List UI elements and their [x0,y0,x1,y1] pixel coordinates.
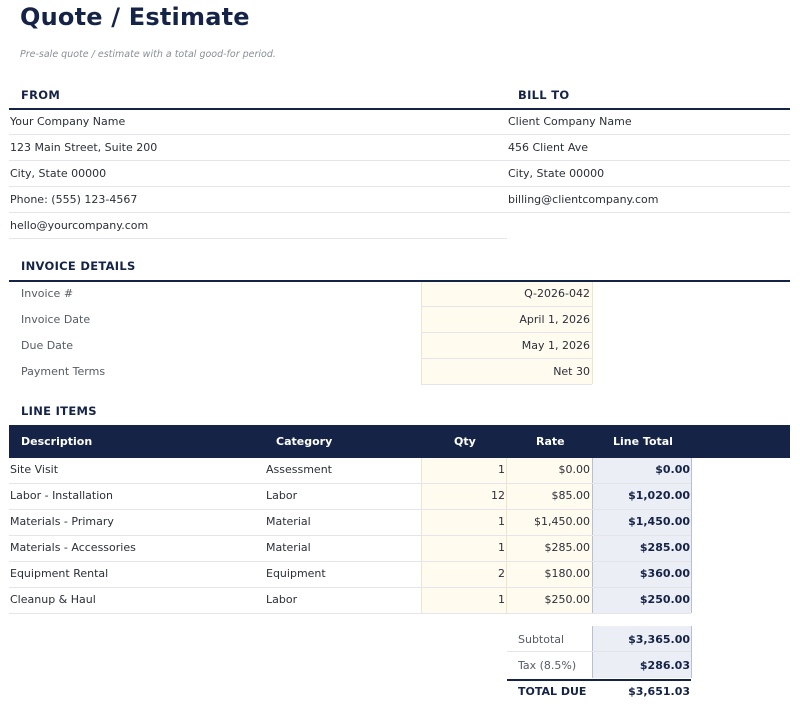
row-divider [9,238,507,239]
row-divider [9,134,507,135]
invoice-number-value[interactable]: Q-2026-042 [524,287,590,300]
item-rate[interactable]: $285.00 [544,541,591,554]
row-divider [9,561,691,562]
item-category[interactable]: Assessment [266,463,332,476]
row-divider [507,160,790,161]
page-title: Quote / Estimate [20,3,250,31]
total-divider [507,679,691,681]
item-description[interactable]: Materials - Accessories [10,541,136,554]
subtotal-label: Subtotal [518,633,565,646]
details-value-column [421,282,593,384]
item-rate[interactable]: $180.00 [544,567,591,580]
item-rate[interactable]: $85.00 [551,489,591,502]
bill-to-line: Client Company Name [508,115,632,128]
item-rate[interactable]: $1,450.00 [534,515,590,528]
from-line: Phone: (555) 123-4567 [10,193,138,206]
row-divider [421,358,592,359]
row-divider [9,587,691,588]
invoice-details-heading: INVOICE DETAILS [21,259,136,273]
bill-to-line: City, State 00000 [508,167,605,180]
row-divider [9,613,691,614]
from-line: 123 Main Street, Suite 200 [10,141,158,154]
column-header-qty: Qty [454,435,476,448]
bill-to-line: 456 Client Ave [508,141,588,154]
tax-label: Tax (8.5%) [518,659,577,672]
item-qty[interactable]: 1 [498,463,505,476]
invoice-date-value[interactable]: April 1, 2026 [519,313,590,326]
detail-label: Payment Terms [21,365,106,378]
bill-to-heading: BILL TO [518,88,570,102]
row-divider [421,384,592,385]
item-description[interactable]: Site Visit [10,463,59,476]
item-category[interactable]: Labor [266,593,298,606]
item-line-total: $1,020.00 [628,489,690,502]
item-qty[interactable]: 1 [498,515,505,528]
from-line: Your Company Name [10,115,126,128]
from-line: hello@yourcompany.com [10,219,149,232]
payment-terms-value[interactable]: Net 30 [553,365,590,378]
item-line-total: $250.00 [639,593,690,606]
row-divider [507,651,691,652]
tax-value: $286.03 [639,659,690,672]
row-divider [9,483,691,484]
details-divider [9,280,790,282]
from-line: City, State 00000 [10,167,107,180]
row-divider [9,160,507,161]
row-divider [421,332,592,333]
row-divider [9,509,691,510]
item-rate[interactable]: $250.00 [544,593,591,606]
item-category[interactable]: Labor [266,489,298,502]
row-divider [9,186,507,187]
detail-label: Due Date [21,339,73,352]
row-divider [507,134,790,135]
row-divider [421,306,592,307]
item-line-total: $1,450.00 [628,515,690,528]
page-subtitle: Pre-sale quote / estimate with a total g… [20,49,276,60]
column-header-category: Category [276,435,333,448]
item-line-total: $360.00 [639,567,690,580]
address-divider [9,108,790,110]
subtotal-value: $3,365.00 [628,633,690,646]
item-line-total: $0.00 [655,463,690,476]
item-qty[interactable]: 2 [498,567,505,580]
column-header-description: Description [21,435,93,448]
total-due-label: TOTAL DUE [518,685,587,698]
column-header-rate: Rate [536,435,565,448]
item-qty[interactable]: 1 [498,541,505,554]
row-divider [9,535,691,536]
item-description[interactable]: Equipment Rental [10,567,109,580]
item-line-total: $285.00 [639,541,690,554]
row-divider [507,186,790,187]
from-heading: FROM [21,88,61,102]
bill-to-line: billing@clientcompany.com [508,193,659,206]
item-qty[interactable]: 12 [491,489,505,502]
totals-value-column [592,626,692,678]
item-category[interactable]: Equipment [266,567,326,580]
total-due-value: $3,651.03 [628,685,690,698]
row-divider [507,212,790,213]
detail-label: Invoice # [21,287,74,300]
line-items-heading: LINE ITEMS [21,404,97,418]
line-items-header [9,425,790,458]
detail-label: Invoice Date [21,313,91,326]
column-header-line-total: Line Total [613,435,673,448]
item-qty[interactable]: 1 [498,593,505,606]
due-date-value[interactable]: May 1, 2026 [521,339,590,352]
item-description[interactable]: Labor - Installation [10,489,113,502]
item-description[interactable]: Cleanup & Haul [10,593,96,606]
row-divider [9,212,507,213]
item-category[interactable]: Material [266,541,311,554]
item-category[interactable]: Material [266,515,311,528]
item-description[interactable]: Materials - Primary [10,515,114,528]
item-rate[interactable]: $0.00 [558,463,591,476]
